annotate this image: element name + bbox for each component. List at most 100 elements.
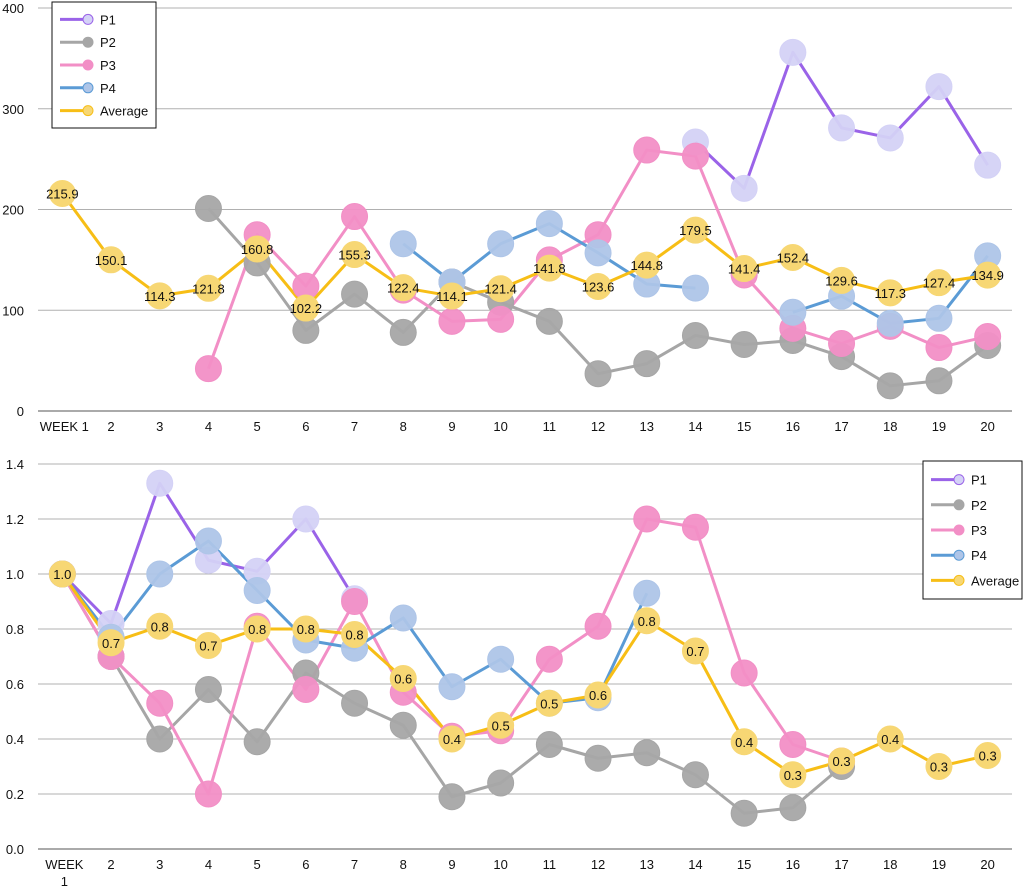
data-label-average: 141.8	[533, 261, 566, 276]
data-point-p4	[681, 274, 709, 302]
x-tick-label: 12	[591, 857, 605, 872]
data-point-p2	[633, 350, 661, 378]
legend-swatch-marker	[953, 474, 965, 486]
x-tick-label: 18	[883, 857, 897, 872]
data-point-average	[730, 255, 758, 283]
legend: P1 P2 P3 P4 Average	[51, 1, 157, 129]
x-tick-label: 6	[302, 419, 309, 434]
data-point-p3	[730, 659, 758, 687]
x-tick-label: 10	[493, 857, 507, 872]
y-tick-label: 0.6	[6, 677, 24, 692]
data-point-p3	[341, 203, 369, 231]
data-label-average: 141.4	[728, 262, 761, 277]
data-point-average	[584, 272, 612, 300]
data-label-average: 0.4	[735, 735, 753, 750]
data-point-average	[730, 728, 758, 756]
data-point-p2	[389, 711, 417, 739]
x-tick-label: 3	[156, 419, 163, 434]
data-point-average	[146, 612, 174, 640]
data-point-p3	[633, 505, 661, 533]
data-point-average	[48, 560, 76, 588]
x-tick-label: 13	[640, 419, 654, 434]
data-point-p2	[925, 367, 953, 395]
legend-label-average: Average	[100, 104, 148, 119]
data-point-average	[194, 632, 222, 659]
data-point-p3	[146, 689, 174, 717]
legend-swatch-marker	[82, 59, 94, 71]
data-point-p4	[535, 210, 563, 238]
data-point-p4	[487, 230, 515, 258]
data-label-average: 0.3	[784, 768, 802, 783]
x-tick-label: 5	[254, 857, 261, 872]
data-point-average	[389, 274, 417, 302]
x-tick-label: 17	[834, 857, 848, 872]
x-tick-label: WEEK 1	[40, 419, 89, 434]
data-label-average: 114.1	[436, 289, 468, 304]
x-tick-label: 13	[640, 857, 654, 872]
x-tick-label: 14	[688, 857, 702, 872]
series-line-average	[61, 573, 988, 777]
x-tick-label: 4	[205, 419, 212, 434]
data-point-p1	[828, 114, 856, 142]
x-tick-label: 8	[400, 857, 407, 872]
legend-label-average: Average	[971, 573, 1019, 588]
data-point-average	[633, 607, 661, 635]
data-point-average	[292, 615, 320, 643]
data-point-average	[828, 747, 856, 775]
x-tick-label: 20	[980, 857, 994, 872]
data-point-average	[48, 179, 76, 207]
x-tick-label: 3	[156, 857, 163, 872]
data-label-average: 152.4	[777, 250, 810, 265]
data-point-average	[292, 294, 320, 322]
data-label-average: 0.3	[833, 754, 851, 769]
data-point-p4	[779, 298, 807, 326]
x-tick-label: 20	[980, 419, 994, 434]
data-label-average: 179.5	[679, 223, 712, 238]
data-point-average	[243, 615, 271, 643]
data-point-p4	[925, 304, 953, 332]
legend-swatch-marker	[82, 82, 94, 94]
x-tick-label: 16	[786, 857, 800, 872]
data-point-p1	[974, 151, 1002, 179]
data-point-p2	[438, 783, 466, 811]
y-tick-label: 0.8	[6, 622, 24, 637]
x-tick-label: 14	[688, 419, 702, 434]
legend-label-p1: P1	[971, 473, 987, 488]
x-tick-label: 2	[107, 419, 114, 434]
x-tick-label: 2	[107, 857, 114, 872]
data-point-average	[389, 665, 417, 692]
data-point-p3	[194, 780, 222, 808]
data-point-p2	[487, 769, 515, 797]
y-tick-label: 200	[2, 203, 24, 218]
legend-swatch-marker	[953, 549, 965, 561]
data-label-average: 0.8	[297, 622, 315, 637]
data-point-average	[974, 261, 1002, 289]
data-point-p2	[243, 728, 271, 756]
x-tick-label: 15	[737, 857, 751, 872]
y-tick-label: 300	[2, 102, 24, 117]
x-tick-label: 11	[543, 857, 557, 872]
data-label-average: 117.3	[874, 286, 906, 301]
data-point-average	[681, 637, 709, 665]
x-tick-label: 11	[543, 419, 557, 434]
data-point-p4	[146, 560, 174, 588]
data-point-p4	[438, 673, 466, 701]
legend-swatch-marker	[82, 13, 94, 25]
data-point-p3	[438, 307, 466, 335]
data-point-average	[925, 269, 953, 297]
data-point-p4	[487, 645, 515, 673]
x-tick-label: WEEK 1	[45, 857, 84, 888]
data-label-average: 123.6	[582, 279, 615, 294]
data-point-p2	[730, 799, 758, 827]
data-point-average	[194, 274, 222, 302]
data-point-average	[633, 251, 661, 279]
data-point-average	[584, 681, 612, 709]
data-point-average	[681, 216, 709, 244]
data-point-p1	[779, 38, 807, 66]
data-label-average: 0.7	[199, 639, 217, 654]
legend-label-p2: P2	[100, 35, 116, 50]
legend-label-p4: P4	[100, 81, 116, 96]
data-label-average: 0.7	[102, 636, 120, 651]
data-point-average	[779, 243, 807, 271]
